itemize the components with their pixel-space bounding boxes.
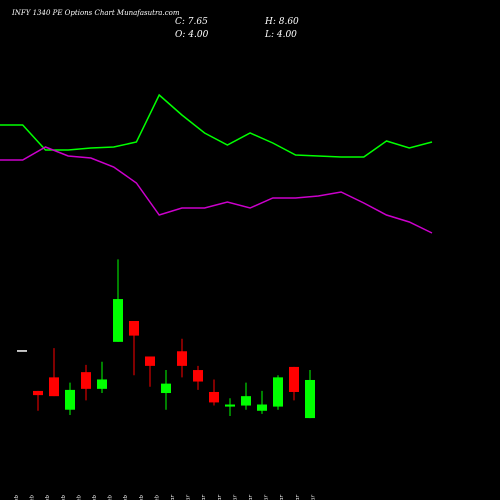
- x-tick-label: 12 Mar: [295, 495, 301, 500]
- readout: H: 8.60: [264, 17, 299, 27]
- readout: O: 4.00: [175, 30, 209, 40]
- candle-body: [97, 379, 107, 389]
- candle-body: [225, 404, 235, 407]
- candle-body: [33, 390, 43, 396]
- x-tick-label: 13 Mar: [310, 495, 316, 500]
- candle-body: [17, 350, 27, 352]
- readout: L: 4.00: [264, 30, 297, 40]
- x-tick-label: 03 Mar: [186, 495, 192, 500]
- candle-body: [273, 377, 283, 407]
- candle-body: [129, 320, 139, 336]
- candle-body: [209, 391, 219, 403]
- candle-body: [145, 356, 155, 366]
- x-tick-label: 19 Feb: [61, 495, 67, 500]
- x-tick-label: 27 Feb: [154, 495, 160, 500]
- x-tick-label: 05 Mar: [217, 495, 223, 500]
- x-tick-label: 20 Feb: [76, 495, 82, 500]
- x-tick-label: 04 Mar: [201, 495, 207, 500]
- candle-body: [289, 366, 299, 392]
- x-tick-label: 18 Feb: [45, 495, 51, 500]
- candle-body: [177, 351, 187, 366]
- candle-body: [49, 377, 59, 397]
- candle-body: [305, 379, 315, 419]
- x-tick-label: 26 Feb: [139, 495, 145, 500]
- x-tick-label: 23 Feb: [92, 495, 98, 500]
- readout: C: 7.65: [175, 17, 208, 27]
- x-tick-label: 10 Mar: [264, 495, 270, 500]
- candle-body: [65, 389, 75, 410]
- x-tick-label: 24 Feb: [108, 495, 114, 500]
- chart-title: INFY 1340 PE Options Chart Munafasutra.c…: [11, 9, 180, 17]
- x-tick-label: 16 Feb: [14, 495, 20, 500]
- candle-body: [81, 372, 91, 389]
- candle-body: [113, 299, 123, 342]
- candle-body: [161, 383, 171, 394]
- x-tick-label: 11 Mar: [279, 495, 285, 500]
- candle-body: [257, 404, 267, 411]
- candle-body: [241, 396, 251, 406]
- x-tick-label: 02 Mar: [170, 495, 176, 500]
- x-tick-label: 09 Mar: [248, 495, 254, 500]
- indicator-line: [0, 93, 433, 158]
- x-tick-label: 17 Feb: [30, 495, 36, 500]
- x-tick-label: 06 Mar: [232, 495, 238, 500]
- candle-body: [193, 370, 203, 382]
- x-tick-label: 25 Feb: [123, 495, 129, 500]
- indicator-line: [0, 146, 433, 234]
